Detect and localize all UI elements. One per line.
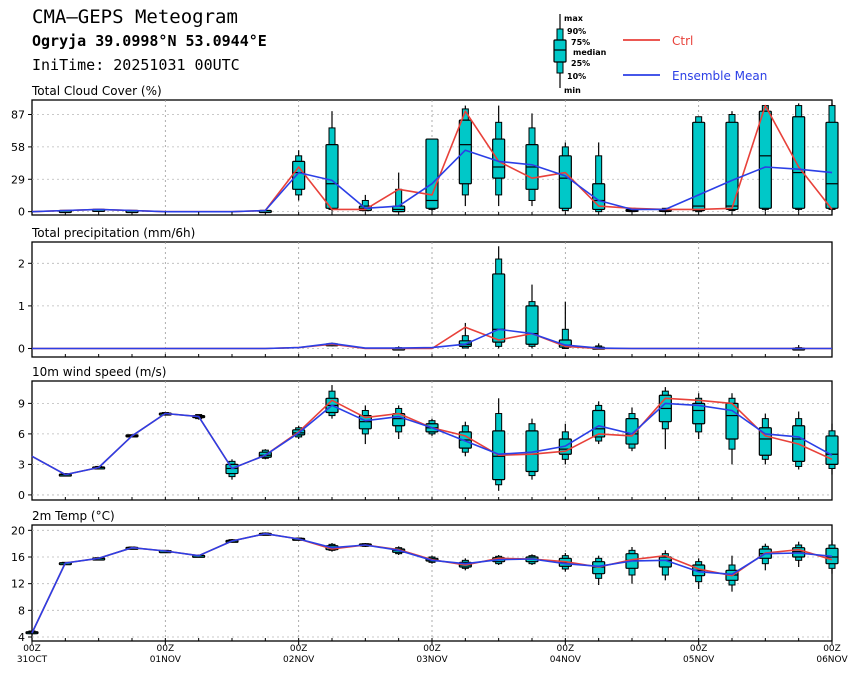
- chart-title: CMA—GEPS Meteogram: [32, 6, 238, 28]
- box-p25-p75: [725, 402, 739, 440]
- x-tick-label-time: 00Z: [823, 644, 841, 654]
- location-label: Ogryja 39.0998°N 53.0944°E: [32, 32, 267, 50]
- box-p25-p75: [792, 116, 806, 209]
- y-tick-label: 6: [18, 428, 25, 441]
- y-tick-label: 58: [11, 141, 25, 154]
- y-tick-label: 16: [11, 551, 25, 564]
- legend-box-label: 25%: [571, 59, 590, 68]
- legend-box-label: median: [573, 48, 607, 57]
- panel-frame: [31, 241, 833, 358]
- box-p25-p75: [425, 138, 439, 209]
- y-tick-label: 29: [11, 173, 25, 186]
- box-p10-p90: [561, 328, 569, 349]
- ensemble-mean-line: [31, 402, 833, 476]
- legend-box-label: max: [564, 14, 584, 23]
- box-p25-p75: [758, 110, 772, 209]
- y-tick-label: 4: [18, 631, 25, 644]
- y-tick-label: 12: [11, 578, 25, 591]
- x-tick-label-date: 01NOV: [150, 655, 182, 665]
- panel-title: 10m wind speed (m/s): [32, 365, 166, 379]
- y-tick-label: 0: [18, 342, 25, 355]
- box-p25-p75: [558, 155, 572, 209]
- legend-ctrl-label: Ctrl: [672, 34, 693, 48]
- legend-box-label: 90%: [567, 27, 586, 36]
- y-tick-label: 9: [18, 397, 25, 410]
- legend-box-label: 75%: [571, 38, 590, 47]
- y-tick-label: 0: [18, 206, 25, 219]
- x-tick-label-time: 00Z: [423, 644, 441, 654]
- x-tick-label-time: 00Z: [157, 644, 175, 654]
- panel-title: Total precipitation (mm/6h): [31, 226, 195, 240]
- legend-box-label: 10%: [567, 72, 586, 81]
- box-p25-p75: [825, 121, 839, 209]
- x-tick-label-date: 31OCT: [17, 655, 48, 665]
- box-p25-p75: [692, 402, 706, 425]
- x-tick-label-time: 00Z: [690, 644, 708, 654]
- y-tick-label: 2: [18, 257, 25, 270]
- box-p25-p75: [325, 144, 339, 209]
- panel-title: Total Cloud Cover (%): [31, 84, 162, 98]
- box-p25-p75: [292, 160, 306, 190]
- y-tick-label: 87: [11, 109, 25, 122]
- x-tick-label-date: 02NOV: [283, 655, 315, 665]
- box-p25-p75: [492, 273, 506, 343]
- y-tick-label: 3: [18, 458, 25, 471]
- ensemble-mean-line: [31, 149, 833, 213]
- x-tick-label-time: 00Z: [557, 644, 575, 654]
- init-time-label: IniTime: 20251031 00UTC: [32, 56, 240, 74]
- x-tick-label-time: 00Z: [290, 644, 308, 654]
- y-tick-label: 0: [18, 489, 25, 502]
- box-p25-p75: [492, 138, 506, 179]
- x-tick-label-date: 06NOV: [816, 655, 848, 665]
- ensemble-mean-line: [32, 328, 832, 350]
- x-tick-label-date: 05NOV: [683, 655, 715, 665]
- y-tick-label: 1: [18, 300, 25, 313]
- y-tick-label: 20: [11, 524, 25, 537]
- box-p25-p75: [592, 409, 606, 438]
- x-tick-label-date: 04NOV: [550, 655, 582, 665]
- box-p25-p75: [625, 418, 639, 445]
- legend-mean-label: Ensemble Mean: [672, 69, 767, 83]
- x-tick-label-date: 03NOV: [416, 655, 448, 665]
- ensemble-mean-line: [31, 532, 833, 634]
- x-tick-label-time: 00Z: [23, 644, 41, 654]
- box-p25-p75: [525, 305, 539, 345]
- panel-title: 2m Temp (°C): [32, 509, 115, 523]
- legend-box-label: min: [564, 86, 581, 95]
- box-p25-p75: [825, 435, 839, 466]
- legend-box-p25-p75: [553, 39, 567, 63]
- box-p25-p75: [725, 121, 739, 211]
- box-p25-p75: [692, 121, 706, 212]
- panel-frame: [31, 524, 833, 642]
- y-tick-label: 8: [18, 604, 25, 617]
